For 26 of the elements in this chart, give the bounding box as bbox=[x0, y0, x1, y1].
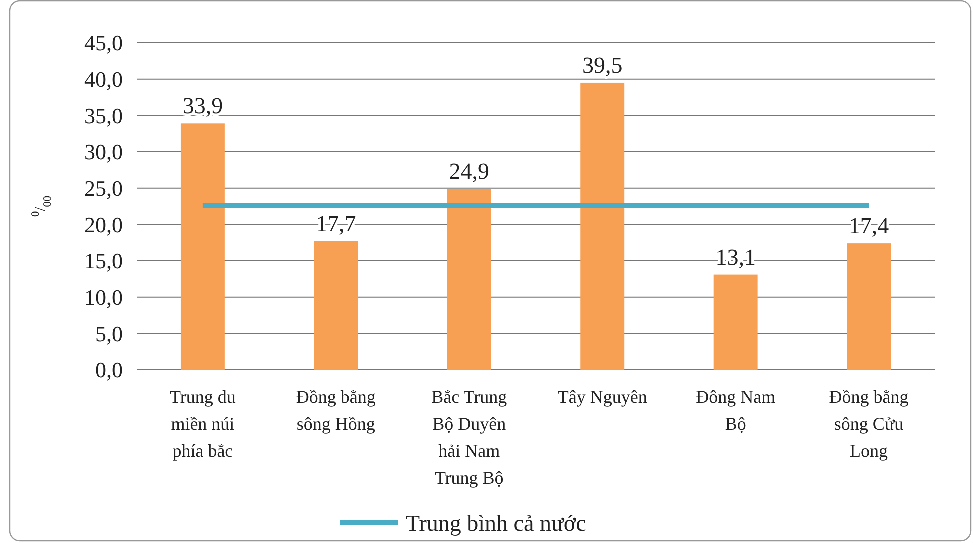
x-tick-label: Trung du miền núi phía bắc bbox=[170, 387, 236, 461]
bar bbox=[180, 124, 225, 370]
y-tick-label: 40,0 bbox=[84, 67, 123, 92]
bar bbox=[314, 241, 358, 370]
y-tick-label: 45,0 bbox=[84, 30, 123, 56]
y-tick-label: 20,0 bbox=[84, 212, 123, 238]
x-tick-label: Tây Nguyên bbox=[558, 387, 648, 407]
bar bbox=[847, 244, 892, 370]
y-tick-label: 25,0 bbox=[84, 176, 123, 202]
y-tick-label: 5,0 bbox=[96, 321, 123, 346]
y-tick-label: 10,0 bbox=[84, 285, 123, 310]
y-tick-label: 35,0 bbox=[84, 103, 123, 128]
data-label: 24,9 bbox=[449, 159, 490, 184]
data-label: 33,9 bbox=[182, 94, 224, 119]
x-tick-label: Đông Nam Bộ bbox=[696, 387, 776, 434]
bar bbox=[714, 274, 758, 370]
y-tick-label: 15,0 bbox=[84, 248, 123, 274]
x-tick-label: Đồng bằng sông Cửu Long bbox=[829, 387, 909, 461]
x-tick-label: Bắc Trung Bộ Duyên hải Nam Trung Bộ bbox=[432, 387, 508, 488]
legend-label: Trung bình cả nước bbox=[406, 511, 586, 536]
y-tick-label: 30,0 bbox=[84, 140, 123, 165]
data-label: 39,5 bbox=[582, 52, 623, 78]
bar bbox=[447, 189, 492, 370]
bar bbox=[580, 82, 625, 370]
x-tick-label: Đồng bằng sông Hồng bbox=[296, 387, 376, 434]
y-tick-label: 0,0 bbox=[96, 358, 123, 383]
